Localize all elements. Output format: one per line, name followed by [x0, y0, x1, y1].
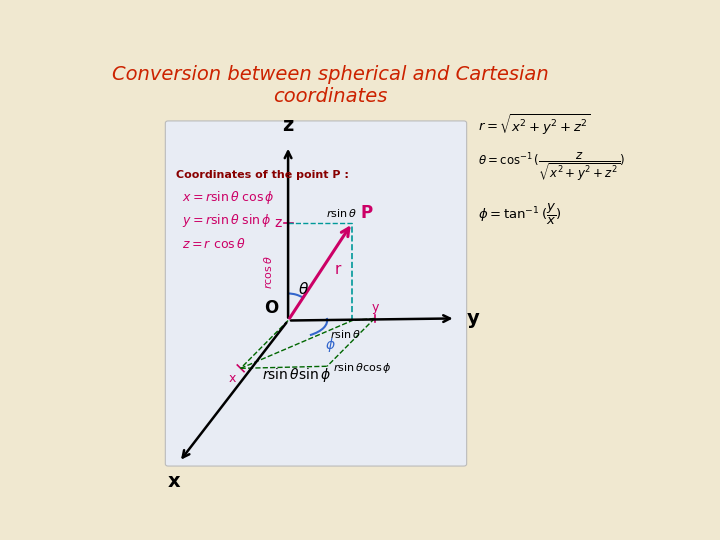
Text: P: P [361, 204, 373, 222]
Text: $\theta = \cos^{-1}(\dfrac{z}{\sqrt{x^2 + y^2 + z^2}})$: $\theta = \cos^{-1}(\dfrac{z}{\sqrt{x^2 … [478, 150, 626, 183]
Text: $x = r \sin\theta\ \cos\phi$: $x = r \sin\theta\ \cos\phi$ [182, 190, 275, 206]
Text: $\phi$: $\phi$ [325, 336, 336, 354]
Text: z: z [274, 216, 282, 230]
Text: x: x [229, 373, 236, 386]
Text: $y = r \sin\theta\ \sin\phi$: $y = r \sin\theta\ \sin\phi$ [182, 212, 271, 229]
Text: $\phi = \tan^{-1}(\dfrac{y}{x})$: $\phi = \tan^{-1}(\dfrac{y}{x})$ [478, 202, 562, 227]
Text: $\theta$: $\theta$ [298, 281, 309, 298]
Text: Conversion between spherical and Cartesian
coordinates: Conversion between spherical and Cartesi… [112, 65, 549, 106]
Text: $r\sin\theta\cos\phi$: $r\sin\theta\cos\phi$ [333, 361, 392, 375]
Text: z: z [282, 117, 294, 136]
Text: $r\sin\theta$: $r\sin\theta$ [325, 207, 356, 219]
Text: $r\sin\theta\sin\phi$: $r\sin\theta\sin\phi$ [262, 366, 331, 384]
Text: O: O [264, 299, 278, 317]
Text: y: y [372, 301, 379, 314]
Text: $r\sin\theta$: $r\sin\theta$ [330, 328, 361, 340]
Text: $r = \sqrt{x^2 + y^2 + z^2}$: $r = \sqrt{x^2 + y^2 + z^2}$ [478, 113, 590, 137]
Text: Coordinates of the point P :: Coordinates of the point P : [176, 170, 349, 180]
Text: y: y [467, 309, 480, 328]
Text: x: x [167, 472, 180, 491]
Text: $z = r\ \cos\theta$: $z = r\ \cos\theta$ [182, 237, 246, 251]
Text: $r\cos\theta$: $r\cos\theta$ [262, 255, 274, 288]
FancyBboxPatch shape [166, 121, 467, 466]
Text: r: r [335, 262, 341, 277]
